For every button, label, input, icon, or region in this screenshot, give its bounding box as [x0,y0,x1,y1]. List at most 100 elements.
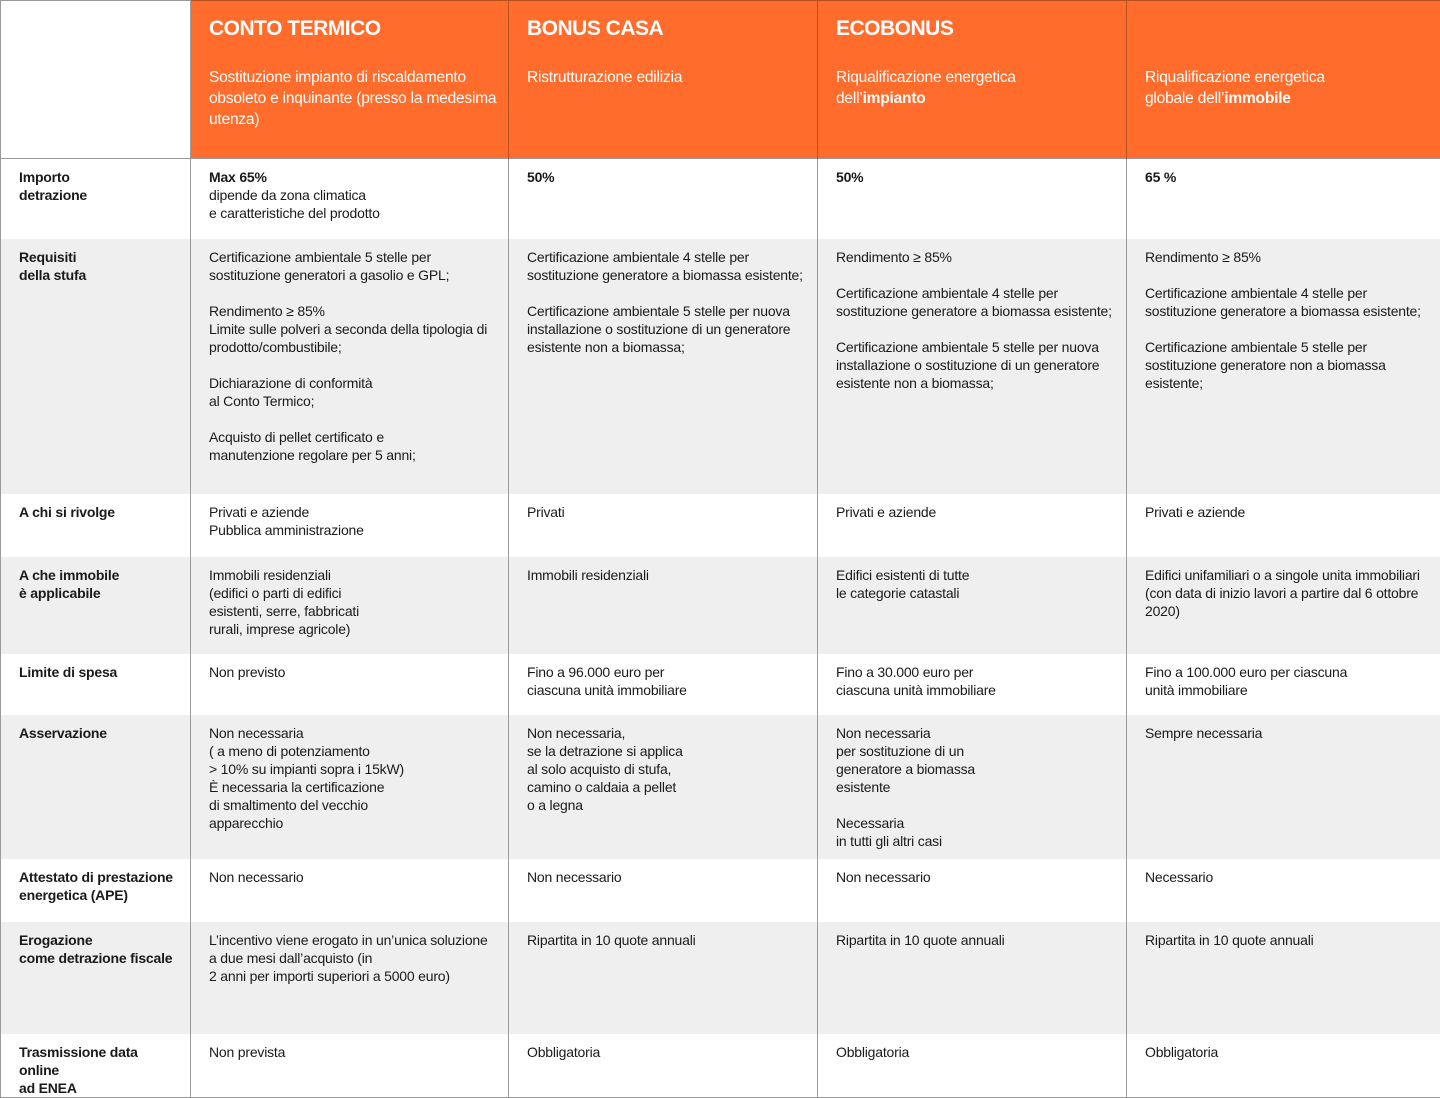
cell-text: Non necessaria, se la detrazione si appl… [527,724,807,814]
cell-text: Non necessaria ( a meno di potenziamento… [209,724,498,832]
column-subtitle: Riqualificazione energetica globale dell… [1145,67,1431,109]
table-cell: Non necessario [509,859,818,922]
table-cell: Immobili residenziali [509,557,818,654]
table-cell: Fino a 96.000 euro per ciascuna unità im… [509,654,818,715]
cell-text: dipende da zona climatica e caratteristi… [209,186,498,222]
cell-text: L’incentivo viene erogato in un’unica so… [209,931,498,985]
row-label: Importo detrazione [1,159,191,239]
column-subtitle: Sostituzione impianto di riscaldamento o… [209,67,498,130]
table-cell: Non previsto [191,654,509,715]
cell-text: Edifici esistenti di tutte le categorie … [836,566,1116,602]
cell-text: Privati e aziende [836,503,1116,521]
cell-text: Necessario [1145,868,1431,886]
cell-lead: 65 % [1145,168,1431,186]
cell-text: Fino a 100.000 euro per ciascuna unità i… [1145,663,1431,699]
table-cell: Obbligatoria [509,1034,818,1098]
cell-text: Ripartita in 10 quote annuali [836,931,1116,949]
table-cell: Edifici esistenti di tutte le categorie … [818,557,1127,654]
row-label: A chi si rivolge [1,494,191,557]
cell-text: Fino a 30.000 euro per ciascuna unità im… [836,663,1116,699]
row-label: Asservazione [1,715,191,859]
table-cell: Obbligatoria [1127,1034,1440,1098]
column-title: ECOBONUS [836,17,1116,67]
cell-text: Obbligatoria [527,1043,807,1061]
column-title [1145,17,1431,67]
table-cell: Privati e aziende [1127,494,1440,557]
table-row: Erogazione come detrazione fiscale L’ince… [1,922,1440,1034]
row-label: Erogazione come detrazione fiscale [1,922,191,1034]
cell-text: Obbligatoria [1145,1043,1431,1061]
table-row: Attestato di prestazione energetica (APE… [1,859,1440,922]
cell-lead: 50% [836,168,1116,186]
table-cell: Certificazione ambientale 5 stelle per s… [191,239,509,494]
table-row: A chi si rivolge Privati e aziende Pubbli… [1,494,1440,557]
cell-text: Privati [527,503,807,521]
table-cell: Non necessaria per sostituzione di un ge… [818,715,1127,859]
cell-text: Non necessario [836,868,1116,886]
table-cell: Fino a 100.000 euro per ciascuna unità i… [1127,654,1440,715]
table-cell: Non necessaria, se la detrazione si appl… [509,715,818,859]
table-cell: Rendimento ≥ 85% Certificazione ambienta… [1127,239,1440,494]
cell-text: Privati e aziende [1145,503,1431,521]
cell-text: Non necessario [209,868,498,886]
table-cell: 50% [818,159,1127,239]
column-subtitle: Ristrutturazione edilizia [527,67,807,88]
cell-text: Sempre necessaria [1145,724,1431,742]
cell-text: Fino a 96.000 euro per ciascuna unità im… [527,663,807,699]
table-cell: Certificazione ambientale 4 stelle per s… [509,239,818,494]
table-cell: L’incentivo viene erogato in un’unica so… [191,922,509,1034]
cell-text: Privati e aziende Pubblica amministrazio… [209,503,498,539]
cell-text: Certificazione ambientale 4 stelle per s… [527,248,807,356]
row-label: A che immobile è applicabile [1,557,191,654]
table-cell: Privati e aziende Pubblica amministrazio… [191,494,509,557]
column-subtitle: Riqualificazione energetica dell’impiant… [836,67,1116,109]
table-cell: Immobili residenziali (edifici o parti d… [191,557,509,654]
table-cell: Non necessario [191,859,509,922]
cell-text: Non necessaria per sostituzione di un ge… [836,724,1116,850]
cell-text: Immobili residenziali (edifici o parti d… [209,566,498,638]
cell-text: Ripartita in 10 quote annuali [1145,931,1431,949]
table-cell: Necessario [1127,859,1440,922]
table-cell: 65 % [1127,159,1440,239]
cell-text: Immobili residenziali [527,566,807,584]
table-cell: Edifici unifamiliari o a singole unita i… [1127,557,1440,654]
cell-text: Rendimento ≥ 85% Certificazione ambienta… [836,248,1116,392]
table-cell: Non necessario [818,859,1127,922]
cell-text: Non previsto [209,663,498,681]
table-row: Trasmissione data online ad ENEA Non prev… [1,1034,1440,1098]
cell-text: Ripartita in 10 quote annuali [527,931,807,949]
row-label: Trasmissione data online ad ENEA [1,1034,191,1098]
cell-text: Certificazione ambientale 5 stelle per s… [209,248,498,464]
cell-text: Edifici unifamiliari o a singole unita i… [1145,566,1431,620]
row-label: Limite di spesa [1,654,191,715]
header-corner [1,1,191,159]
table-cell: Ripartita in 10 quote annuali [509,922,818,1034]
table-cell: Non prevista [191,1034,509,1098]
cell-text: Non necessario [527,868,807,886]
column-title: BONUS CASA [527,17,807,67]
table-cell: Rendimento ≥ 85% Certificazione ambienta… [818,239,1127,494]
table-row: Limite di spesa Non previsto Fino a 96.000… [1,654,1440,715]
table-row: Importo detrazione Max 65%dipende da zona… [1,159,1440,239]
cell-lead: Max 65% [209,168,498,186]
cell-lead: 50% [527,168,807,186]
row-label: Attestato di prestazione energetica (APE… [1,859,191,922]
row-label: Requisiti della stufa [1,239,191,494]
table-cell: Non necessaria ( a meno di potenziamento… [191,715,509,859]
column-title: CONTO TERMICO [209,17,498,67]
header-column: Riqualificazione energetica globale dell… [1127,1,1440,159]
table-cell: Privati e aziende [818,494,1127,557]
table-cell: 50% [509,159,818,239]
table-cell: Fino a 30.000 euro per ciascuna unità im… [818,654,1127,715]
table-cell: Sempre necessaria [1127,715,1440,859]
cell-text: Non prevista [209,1043,498,1061]
table-cell: Ripartita in 10 quote annuali [1127,922,1440,1034]
cell-text: Rendimento ≥ 85% Certificazione ambienta… [1145,248,1431,392]
